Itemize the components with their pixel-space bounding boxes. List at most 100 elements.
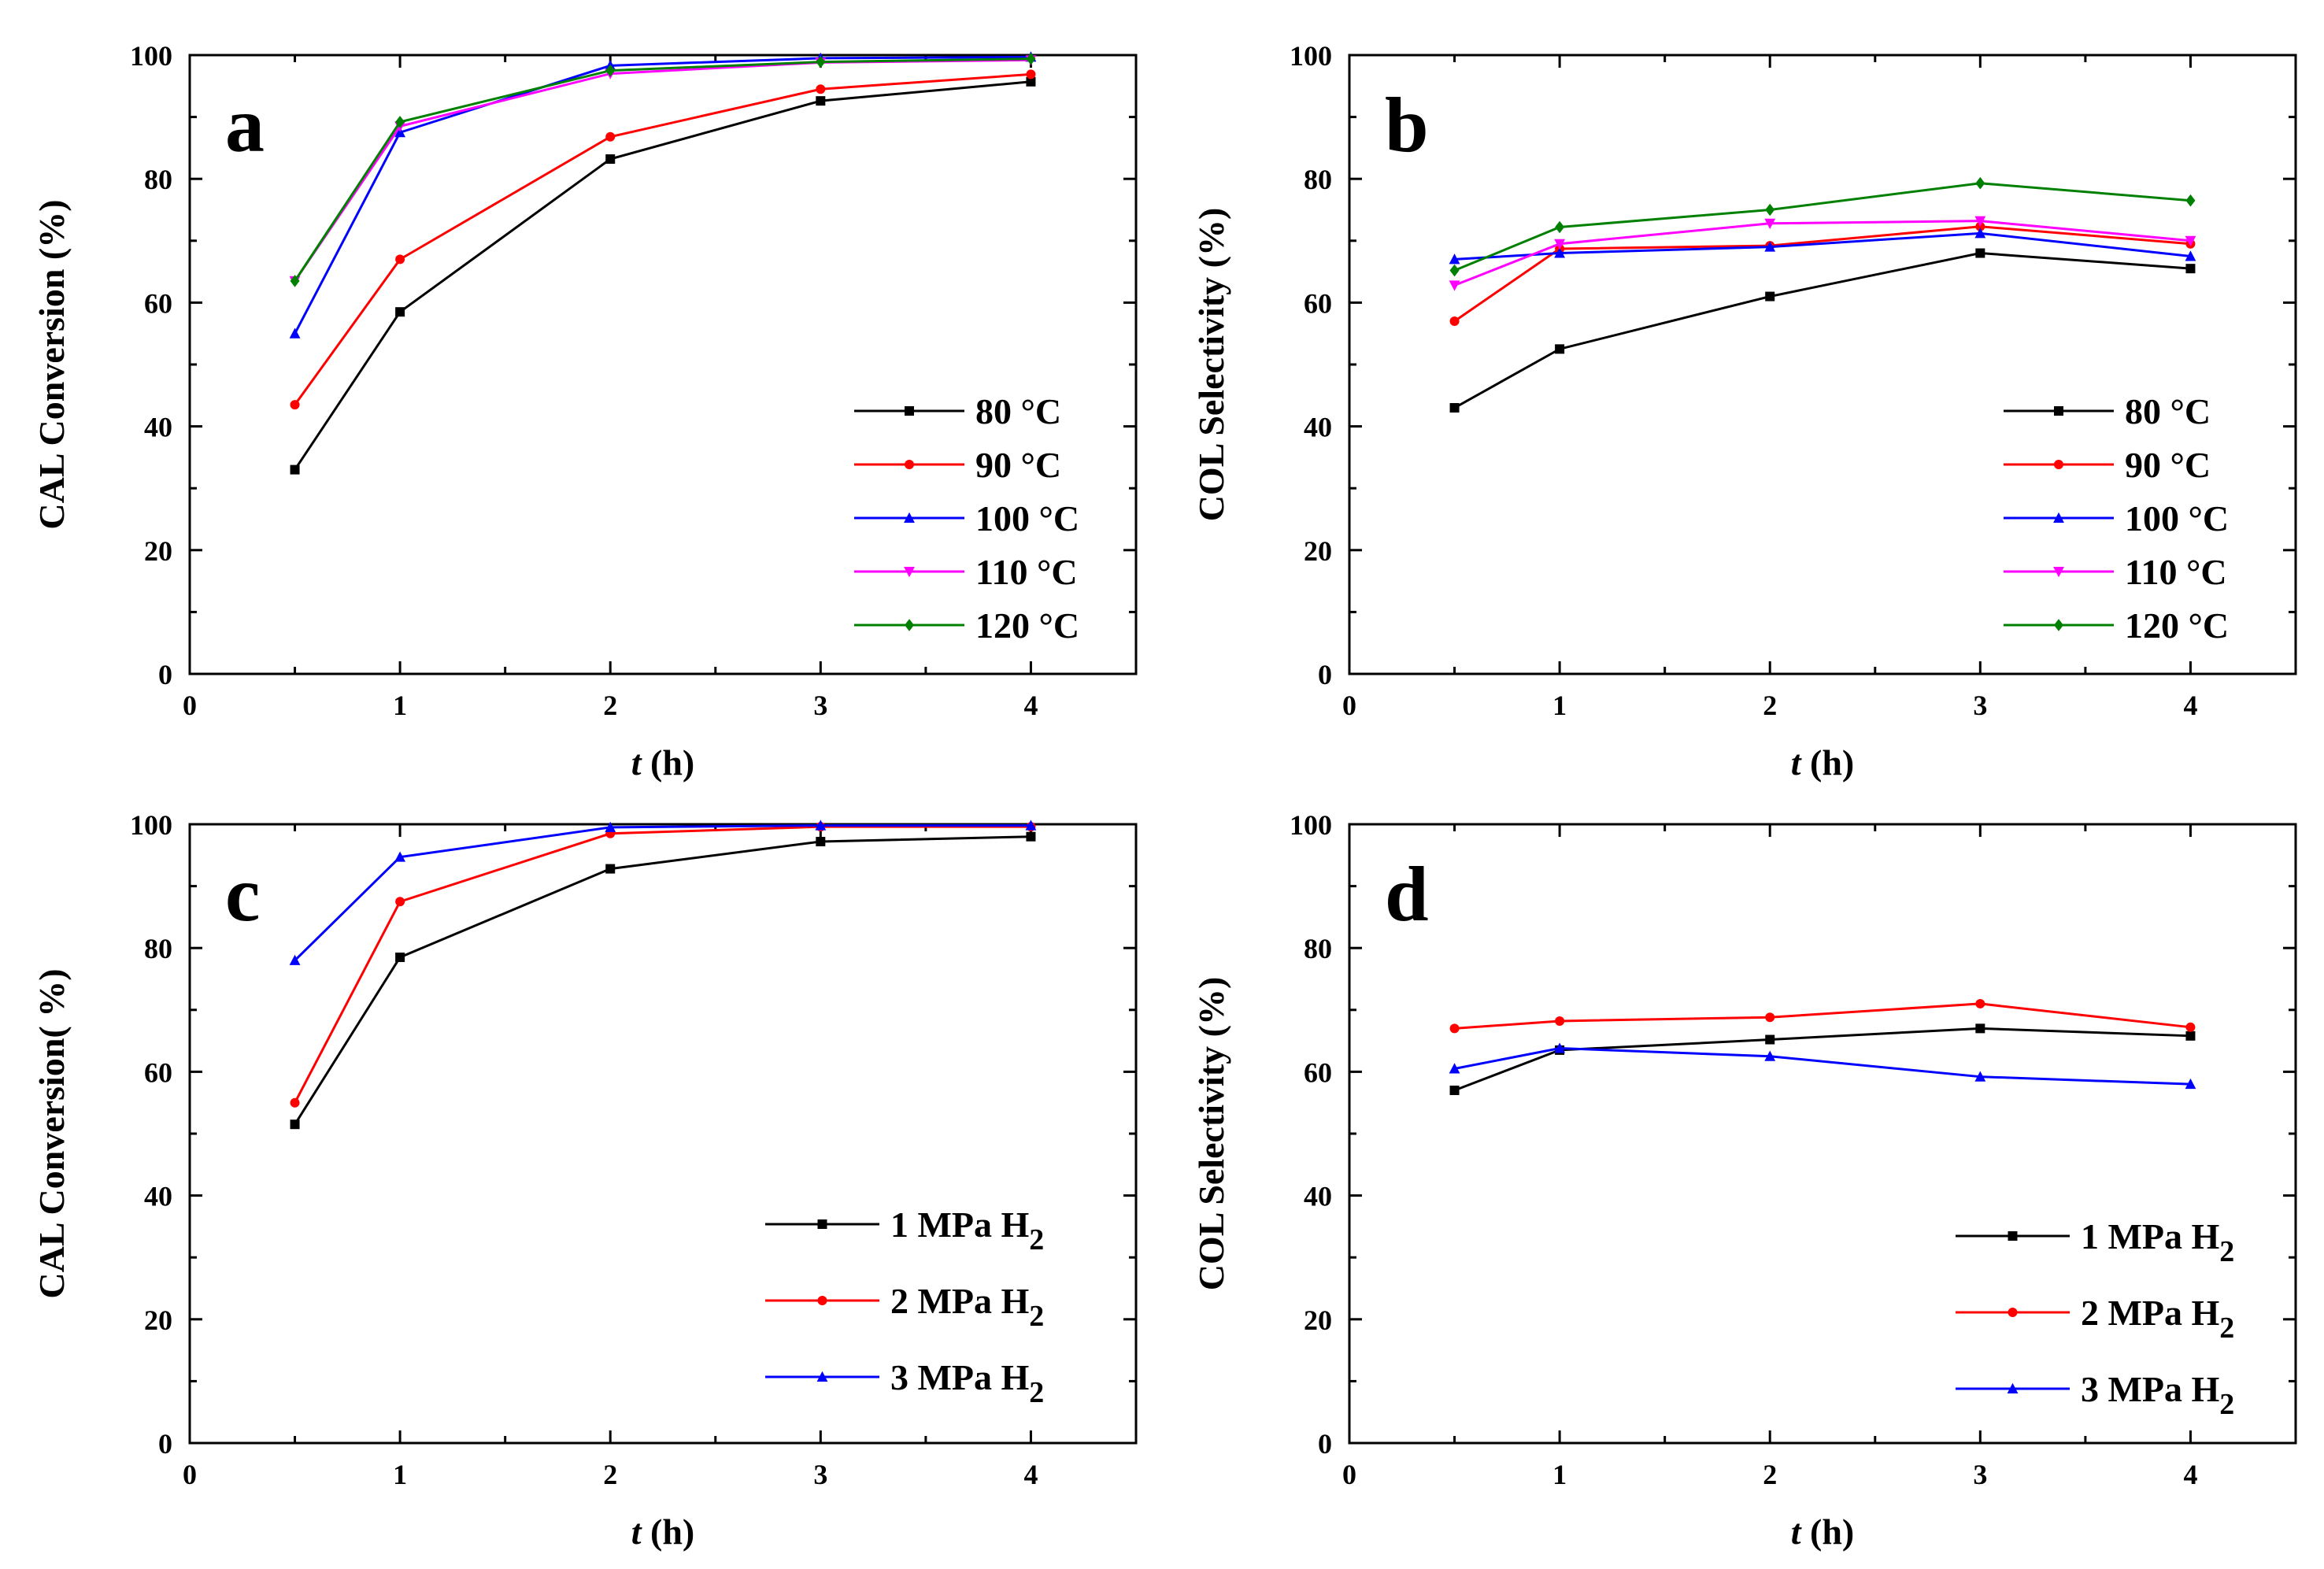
legend-label: 110 °C xyxy=(975,552,1078,592)
series-line xyxy=(1453,182,2191,272)
y-tick-label: 0 xyxy=(158,659,172,690)
data-point xyxy=(395,254,405,265)
x-tick-label: 2 xyxy=(1763,690,1777,721)
y-tick-label: 20 xyxy=(144,1304,172,1336)
y-tick-label: 80 xyxy=(1304,164,1332,195)
y-tick-label: 0 xyxy=(158,1428,172,1460)
series-1 xyxy=(1449,1023,2196,1095)
legend-label-text: 100 °C xyxy=(2125,498,2229,538)
legend-label-text: 80 °C xyxy=(2125,391,2211,431)
x-tick-label: 2 xyxy=(603,1459,617,1490)
legend-marker xyxy=(2054,460,2063,469)
legend-label: 100 °C xyxy=(975,498,1079,538)
x-axis-label-rest: (h) xyxy=(642,1512,695,1552)
series-line xyxy=(294,835,1031,1126)
data-point xyxy=(395,307,405,317)
data-point xyxy=(1765,1034,1775,1045)
y-tick-label: 100 xyxy=(130,809,172,841)
data-point xyxy=(394,851,406,862)
legend-marker xyxy=(904,567,915,578)
y-tick-label: 40 xyxy=(144,1181,172,1212)
data-point xyxy=(290,464,300,475)
data-point xyxy=(1555,220,1565,234)
series-2 xyxy=(1449,998,2196,1034)
x-axis-label-rest: (h) xyxy=(642,742,695,783)
x-axis-label-italic: t xyxy=(631,742,642,783)
data-point xyxy=(1025,820,1037,831)
data-point xyxy=(1975,248,1985,258)
legend: 80 °C 90 °C 100 °C 110 °C 120 °C xyxy=(2004,391,2229,646)
legend-marker xyxy=(816,1371,828,1382)
x-tick-label: 3 xyxy=(1973,1459,1987,1490)
y-tick-label: 20 xyxy=(144,535,172,567)
legend-label: 120 °C xyxy=(975,605,1079,646)
data-point xyxy=(605,64,616,77)
legend-label: 2 MPa H2 xyxy=(890,1281,1044,1333)
data-point xyxy=(1026,76,1036,87)
data-point xyxy=(2185,194,2196,207)
x-axis-label-italic: t xyxy=(1791,1512,1802,1552)
legend-marker xyxy=(817,1219,827,1229)
x-tick-label: 2 xyxy=(1763,1459,1777,1490)
y-tick-label: 60 xyxy=(144,1056,172,1088)
x-tick-label: 0 xyxy=(183,1459,197,1490)
series-line xyxy=(1454,231,2191,261)
legend-label-text: 90 °C xyxy=(975,445,1061,485)
data-point xyxy=(2185,1031,2196,1041)
data-point xyxy=(816,84,826,94)
legend-label-text: 100 °C xyxy=(975,498,1079,538)
plot-frame xyxy=(188,823,1138,1445)
y-tick-label: 80 xyxy=(144,164,172,195)
data-point xyxy=(1765,203,1775,216)
legend-label: 1 MPa H2 xyxy=(2081,1216,2234,1268)
x-tick-label: 3 xyxy=(813,1459,827,1490)
legend-marker xyxy=(905,460,914,469)
data-point xyxy=(1555,344,1565,354)
y-tick-label: 60 xyxy=(1304,1056,1332,1088)
legend-label-text: 120 °C xyxy=(975,605,1079,646)
x-tick-label: 4 xyxy=(1023,1459,1038,1490)
y-tick-label: 60 xyxy=(1304,287,1332,319)
data-point xyxy=(1765,291,1775,302)
legend-label: 2 MPa H2 xyxy=(2081,1293,2234,1345)
data-point xyxy=(816,96,826,106)
data-point xyxy=(395,897,405,907)
legend-label: 110 °C xyxy=(2125,552,2227,592)
data-point xyxy=(1975,998,1985,1008)
y-tick-label: 100 xyxy=(1290,809,1332,841)
data-point xyxy=(1974,228,1986,239)
x-axis-label-rest: (h) xyxy=(1801,742,1855,783)
series-line xyxy=(1453,252,2191,409)
data-point xyxy=(1765,1012,1775,1023)
data-point xyxy=(395,116,405,128)
y-tick-label: 80 xyxy=(144,933,172,964)
legend-label: 120 °C xyxy=(2125,605,2229,646)
x-axis-label-italic: t xyxy=(1791,742,1802,783)
data-point xyxy=(1449,264,1460,277)
x-tick-label: 1 xyxy=(1552,690,1567,721)
series-1 xyxy=(290,76,1036,475)
data-point xyxy=(290,275,300,287)
data-point xyxy=(1026,52,1036,65)
x-axis-label: t (h) xyxy=(631,1512,695,1552)
y-axis-label: COL Selectivity (%) xyxy=(1191,208,1231,522)
data-point xyxy=(2185,235,2196,246)
legend: 1 MPa H22 MPa H23 MPa H2 xyxy=(1956,1216,2234,1421)
legend-label-text: 80 °C xyxy=(975,391,1061,431)
data-point xyxy=(395,952,405,962)
y-tick-label: 20 xyxy=(1304,535,1332,567)
legend-marker xyxy=(2007,1382,2019,1393)
data-point xyxy=(1449,1063,1460,1074)
plot-frame xyxy=(1348,823,2297,1445)
x-tick-label: 1 xyxy=(1552,1459,1567,1490)
legend-marker xyxy=(2053,567,2064,578)
series-line xyxy=(294,824,1031,961)
data-point xyxy=(289,327,301,339)
panel-letter: a xyxy=(225,81,265,168)
series-5 xyxy=(290,52,1036,287)
data-point xyxy=(1764,1050,1776,1061)
y-tick-label: 40 xyxy=(1304,1181,1332,1212)
x-tick-label: 3 xyxy=(1973,690,1987,721)
series-5 xyxy=(1449,176,2196,277)
